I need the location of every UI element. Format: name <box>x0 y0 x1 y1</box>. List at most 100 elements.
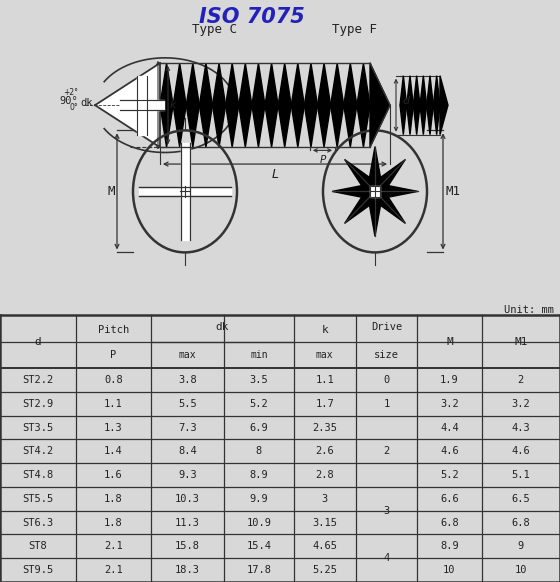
Polygon shape <box>160 63 173 105</box>
Text: 2: 2 <box>383 446 390 456</box>
Text: Type C: Type C <box>193 23 237 36</box>
Bar <box>370 186 380 197</box>
Polygon shape <box>407 76 413 105</box>
Text: 6.9: 6.9 <box>250 423 268 432</box>
Text: 5.2: 5.2 <box>250 399 268 409</box>
Text: min: min <box>250 350 268 360</box>
Text: 1.3: 1.3 <box>104 423 123 432</box>
Polygon shape <box>357 105 370 147</box>
Polygon shape <box>420 105 427 134</box>
Polygon shape <box>400 105 407 134</box>
Text: 18.3: 18.3 <box>175 565 200 575</box>
Text: 4: 4 <box>383 553 390 563</box>
Text: 0.8: 0.8 <box>104 375 123 385</box>
Text: 1.1: 1.1 <box>315 375 334 385</box>
Text: max: max <box>179 350 197 360</box>
Text: 9.9: 9.9 <box>250 494 268 504</box>
Polygon shape <box>186 105 199 147</box>
Text: 5.5: 5.5 <box>178 399 197 409</box>
Polygon shape <box>226 63 239 105</box>
Polygon shape <box>186 63 199 105</box>
Polygon shape <box>120 100 164 111</box>
Text: 2.1: 2.1 <box>104 565 123 575</box>
Polygon shape <box>420 76 427 105</box>
Polygon shape <box>199 105 212 147</box>
Text: ST2.9: ST2.9 <box>22 399 53 409</box>
Text: 1: 1 <box>383 399 390 409</box>
Text: 7.3: 7.3 <box>178 423 197 432</box>
Text: 4.3: 4.3 <box>511 423 530 432</box>
Polygon shape <box>333 183 375 200</box>
Text: k: k <box>321 325 328 335</box>
Text: 3.2: 3.2 <box>440 399 459 409</box>
Text: 6.6: 6.6 <box>440 494 459 504</box>
Polygon shape <box>433 76 440 105</box>
Polygon shape <box>367 147 383 191</box>
Polygon shape <box>160 105 173 147</box>
Polygon shape <box>413 105 420 134</box>
Text: 10: 10 <box>515 565 527 575</box>
Polygon shape <box>330 63 344 105</box>
Polygon shape <box>407 105 413 134</box>
Polygon shape <box>370 186 380 197</box>
Text: 3.8: 3.8 <box>178 375 197 385</box>
Polygon shape <box>318 63 330 105</box>
Polygon shape <box>433 105 440 134</box>
Text: 4.6: 4.6 <box>511 446 530 456</box>
Polygon shape <box>180 143 189 240</box>
Polygon shape <box>239 63 252 105</box>
Text: 1.8: 1.8 <box>104 494 123 504</box>
Text: ST3.5: ST3.5 <box>22 423 53 432</box>
Text: 6.8: 6.8 <box>511 517 530 528</box>
Text: 1.9: 1.9 <box>440 375 459 385</box>
Text: 10: 10 <box>443 565 456 575</box>
Text: 4.65: 4.65 <box>312 541 337 551</box>
Text: 9.3: 9.3 <box>178 470 197 480</box>
Text: M1: M1 <box>445 185 460 198</box>
Polygon shape <box>137 76 147 134</box>
Polygon shape <box>212 105 226 147</box>
Text: 1.6: 1.6 <box>104 470 123 480</box>
Text: 8.4: 8.4 <box>178 446 197 456</box>
Text: d: d <box>34 338 41 347</box>
Polygon shape <box>252 105 265 147</box>
Polygon shape <box>357 63 370 105</box>
Text: 11.3: 11.3 <box>175 517 200 528</box>
Polygon shape <box>173 105 186 147</box>
Polygon shape <box>291 63 305 105</box>
Polygon shape <box>344 105 357 147</box>
Polygon shape <box>345 159 381 197</box>
Text: 2.8: 2.8 <box>315 470 334 480</box>
Polygon shape <box>427 105 433 134</box>
Polygon shape <box>212 63 226 105</box>
Polygon shape <box>413 76 420 105</box>
Text: max: max <box>316 350 334 360</box>
Text: 3: 3 <box>321 494 328 504</box>
Polygon shape <box>305 105 318 147</box>
Text: 17.8: 17.8 <box>246 565 272 575</box>
Polygon shape <box>400 76 407 105</box>
Text: ST6.3: ST6.3 <box>22 517 53 528</box>
Text: 8: 8 <box>256 446 262 456</box>
Polygon shape <box>370 159 405 197</box>
Text: 8.9: 8.9 <box>440 541 459 551</box>
Text: 2.1: 2.1 <box>104 541 123 551</box>
Text: 8.9: 8.9 <box>250 470 268 480</box>
Text: 4.4: 4.4 <box>440 423 459 432</box>
Polygon shape <box>344 63 357 105</box>
Polygon shape <box>265 105 278 147</box>
Text: 10.9: 10.9 <box>246 517 272 528</box>
Polygon shape <box>440 76 448 134</box>
Text: 6.8: 6.8 <box>440 517 459 528</box>
Polygon shape <box>291 105 305 147</box>
Text: 0°: 0° <box>69 103 78 112</box>
Polygon shape <box>265 63 278 105</box>
Polygon shape <box>173 63 186 105</box>
Text: 2.35: 2.35 <box>312 423 337 432</box>
Polygon shape <box>199 63 212 105</box>
Text: ST8: ST8 <box>29 541 47 551</box>
Text: Drive: Drive <box>371 322 402 332</box>
Text: Unit: mm: Unit: mm <box>505 305 554 315</box>
Polygon shape <box>370 186 405 223</box>
Text: 3.5: 3.5 <box>250 375 268 385</box>
